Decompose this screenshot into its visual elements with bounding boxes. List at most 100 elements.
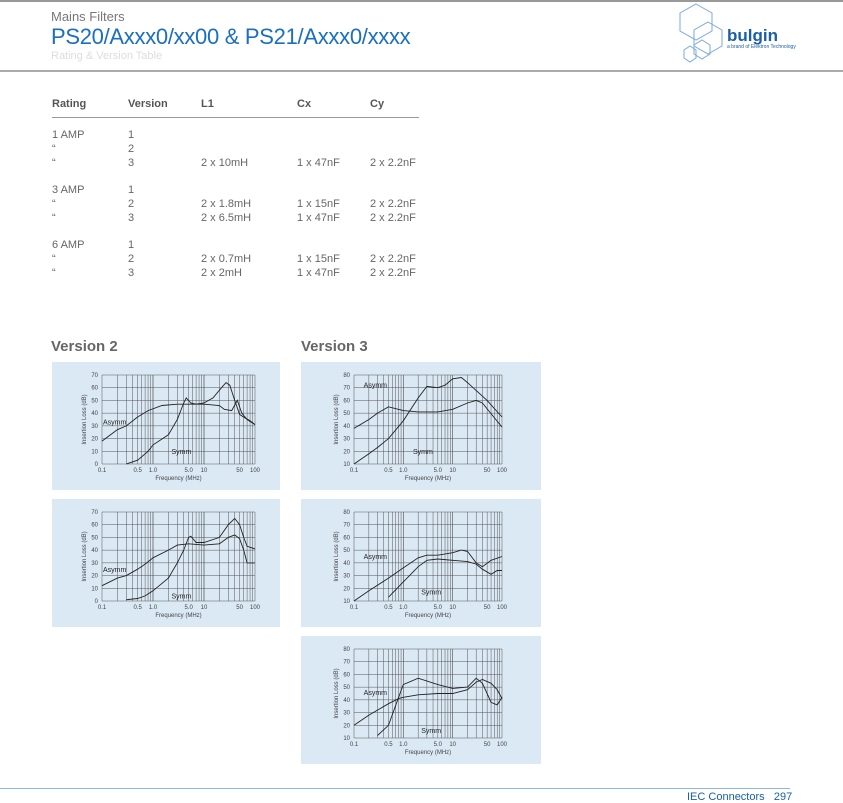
- y-axis-label: Insertion Loss (dB): [334, 668, 340, 718]
- footer-rule: [0, 788, 790, 789]
- x-tick-label: 10: [449, 742, 456, 748]
- table-cell: 2 x 2.2nF: [370, 267, 416, 279]
- table-cell: 1 x 47nF: [297, 157, 340, 169]
- x-tick-label: 0.1: [350, 468, 359, 474]
- table-cell: [297, 142, 370, 156]
- y-tick-label: 60: [91, 523, 98, 529]
- x-tick-label: 0.5: [384, 468, 393, 474]
- footer: IEC Connectors 297: [687, 791, 792, 803]
- series-label-symm: Symm: [171, 449, 191, 456]
- table-cell: “: [52, 267, 56, 279]
- series-label-asymm: Asymm: [364, 554, 388, 561]
- x-tick-label: 10: [201, 468, 208, 474]
- series-line-asymm: [353, 399, 503, 429]
- col-l1: L1: [201, 97, 297, 118]
- table-cell: “: [52, 253, 56, 265]
- y-tick-label: 20: [343, 586, 350, 592]
- page-subtitle: Rating & Version Table: [51, 50, 163, 62]
- x-tick-label: 0.5: [384, 742, 393, 748]
- table-row: 6 AMP 1: [52, 238, 419, 252]
- x-tick-label: 0.1: [350, 605, 359, 611]
- table-row: “ 2 2 x 1.8mH 1 x 15nF 2 x 2.2nF: [52, 197, 419, 211]
- y-tick-label: 70: [343, 386, 350, 392]
- table-cell: [297, 183, 370, 197]
- x-tick-label: 50: [236, 468, 243, 474]
- x-tick-label: 10: [201, 605, 208, 611]
- chart-svg: 0 10 20 30 40 50 60 70 0.1 0.5 1.0 5.0 10 50 100 Freque…: [82, 373, 261, 482]
- footer-section: IEC Connectors: [687, 791, 765, 803]
- y-tick-label: 60: [91, 386, 98, 392]
- y-tick-label: 30: [91, 424, 98, 430]
- series-label-symm: Symm: [421, 590, 441, 597]
- table-cell: 2 x 2.2nF: [370, 253, 416, 265]
- x-tick-label: 100: [497, 742, 508, 748]
- x-tick-label: 0.1: [350, 742, 359, 748]
- table-cell: “: [52, 143, 56, 155]
- table-cell: [201, 238, 297, 252]
- chart-version3-a: 10 20 30 40 50 60 70 80 0.1 0.5 1.0 5.0 10 50 100 Frequ…: [301, 362, 541, 490]
- table-cell: 2 x 2.2nF: [370, 198, 416, 210]
- x-axis-label: Frequency (MHz): [405, 750, 451, 756]
- version-2-heading: Version 2: [51, 338, 118, 355]
- x-tick-label: 1.0: [399, 605, 408, 611]
- y-axis-label: Insertion Loss (dB): [334, 394, 340, 444]
- table-cell: 3: [128, 212, 135, 224]
- y-tick-label: 0: [95, 599, 99, 605]
- table-cell: 3: [128, 267, 135, 279]
- table-cell: [297, 128, 370, 142]
- chart-version2-a: 0 10 20 30 40 50 60 70 0.1 0.5 1.0 5.0 10 50 100 Freque…: [52, 362, 280, 490]
- y-axis-label: Insertion Loss (dB): [82, 394, 88, 444]
- table-cell: 1: [128, 184, 135, 196]
- header-rule: [0, 70, 843, 72]
- x-tick-label: 10: [449, 605, 456, 611]
- x-tick-label: 100: [497, 468, 508, 474]
- bulgin-logo: bulgin a brand of Elektron Technology: [668, 2, 818, 68]
- series-label-asymm: Asymm: [103, 420, 127, 427]
- y-tick-label: 50: [343, 411, 350, 417]
- y-tick-label: 60: [343, 535, 350, 541]
- spacer-row: [52, 170, 419, 183]
- y-tick-label: 80: [343, 647, 350, 653]
- x-axis-label: Frequency (MHz): [155, 613, 201, 619]
- spacer-row: [52, 117, 419, 128]
- x-tick-label: 5.0: [434, 605, 443, 611]
- y-tick-label: 70: [343, 660, 350, 666]
- table-cell: 1 x 15nF: [297, 198, 340, 210]
- page-number: 297: [773, 791, 793, 803]
- table-cell: 1 x 47nF: [297, 212, 340, 224]
- table-cell: [370, 238, 419, 252]
- table-cell: 2 x 6.5mH: [201, 212, 252, 224]
- chart-version3-b: 10 20 30 40 50 60 70 80 0.1 0.5 1.0 5.0 10 50 100 Frequ…: [301, 499, 541, 627]
- y-tick-label: 60: [343, 672, 350, 678]
- y-tick-label: 20: [343, 449, 350, 455]
- series-label-symm: Symm: [171, 593, 191, 600]
- y-tick-label: 10: [91, 449, 98, 455]
- x-axis-label: Frequency (MHz): [155, 476, 201, 482]
- table-header-row: Rating Version L1 Cx Cy: [52, 97, 419, 118]
- series-label-asymm: Asymm: [103, 567, 127, 574]
- table-cell: 1: [128, 239, 135, 251]
- col-cy: Cy: [370, 97, 419, 118]
- table-cell: 1 AMP: [52, 129, 85, 141]
- series-line-asymm: [353, 679, 503, 726]
- y-tick-label: 60: [343, 398, 350, 404]
- table-cell: 3: [128, 157, 135, 169]
- table-row: “ 3 2 x 6.5mH 1 x 47nF 2 x 2.2nF: [52, 211, 419, 225]
- x-tick-label: 50: [484, 742, 491, 748]
- y-tick-label: 70: [343, 523, 350, 529]
- series-line-asymm: [101, 534, 255, 587]
- x-tick-label: 100: [250, 605, 261, 611]
- x-tick-label: 1.0: [149, 468, 158, 474]
- y-tick-label: 10: [343, 599, 350, 605]
- y-tick-label: 80: [343, 510, 350, 516]
- table-row: 1 AMP 1: [52, 128, 419, 142]
- table-cell: 2 x 2.2nF: [370, 212, 416, 224]
- x-tick-label: 0.5: [133, 468, 142, 474]
- table-cell: 2: [128, 253, 135, 265]
- table-cell: 2 x 1.8mH: [201, 198, 252, 210]
- x-tick-label: 50: [484, 605, 491, 611]
- table-cell: 1: [128, 129, 135, 141]
- x-tick-label: 0.1: [98, 468, 107, 474]
- x-axis-label: Frequency (MHz): [405, 476, 451, 482]
- table-cell: [201, 142, 297, 156]
